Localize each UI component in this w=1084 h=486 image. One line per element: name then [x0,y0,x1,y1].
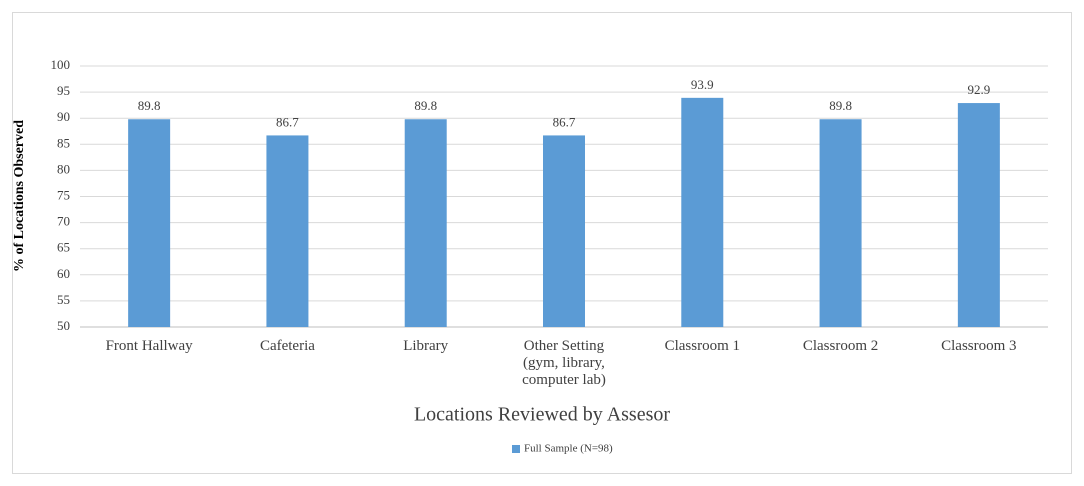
data-label: 86.7 [553,114,576,129]
legend-label: Full Sample (N=98) [524,443,613,455]
bar [404,119,447,327]
y-tick-label: 100 [51,57,71,72]
y-tick-label: 50 [57,318,70,333]
x-tick-label: Classroom 1 [664,338,740,354]
y-tick-label: 85 [57,135,70,150]
data-label: 89.8 [829,98,852,113]
x-tick-label: Cafeteria [259,338,315,354]
y-tick-label: 55 [57,292,70,307]
y-tick-label: 90 [57,109,70,124]
y-tick-label: 80 [57,161,70,176]
x-axis-title: Locations Reviewed by Assesor [414,404,670,426]
data-label: 93.9 [691,77,714,92]
y-tick-label: 65 [57,240,70,255]
bar [543,135,585,327]
x-tick-label: Other Setting (gym, library, computer la… [522,338,606,388]
data-label: 92.9 [967,82,990,97]
y-tick-label: 70 [57,214,70,229]
data-label: 89.8 [138,98,161,113]
chart-border [12,12,1072,474]
data-label: 89.8 [414,98,437,113]
legend-swatch [512,445,520,453]
x-tick-label: Classroom 3 [941,338,1017,354]
y-axis-title: % of Locations Observed [12,120,27,272]
x-tick-label: Library [403,338,449,354]
y-tick-label: 60 [57,266,70,281]
bar [681,97,724,327]
bar [957,103,1000,327]
bar [266,135,309,327]
y-tick-label: 95 [57,83,70,98]
x-tick-label: Front Hallway [105,338,193,354]
data-label: 86.7 [276,114,299,129]
y-tick-label: 75 [57,187,70,202]
bar [128,119,171,327]
x-tick-label: Classroom 2 [802,338,879,354]
bar [819,119,862,327]
